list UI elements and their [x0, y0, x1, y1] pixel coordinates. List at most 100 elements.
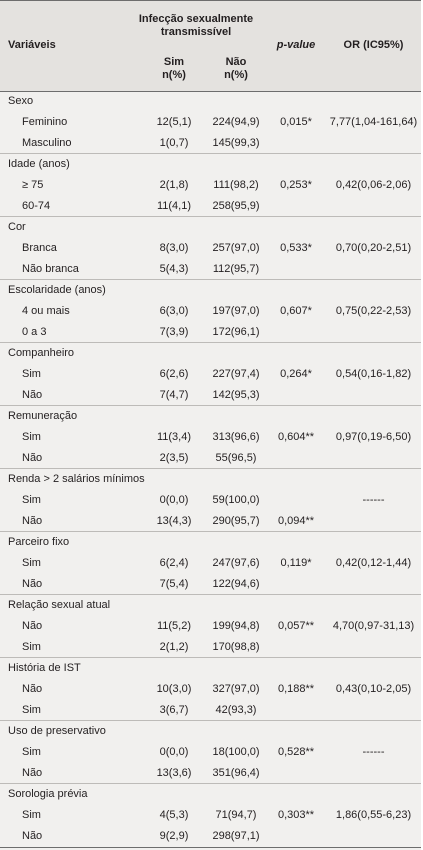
cell-or: 0,75(0,22-2,53)	[335, 305, 412, 317]
group-separator	[0, 279, 421, 280]
cell-nao: 145(99,3)	[212, 137, 260, 149]
row-label: Sim	[22, 641, 41, 653]
group-separator	[0, 342, 421, 343]
header-variables: Variáveis	[8, 39, 56, 51]
cell-nao: 18(100,0)	[212, 746, 260, 758]
cell-sim: 13(4,3)	[156, 515, 192, 527]
cell-pvalue: 0,015*	[280, 116, 312, 128]
cell-sim: 7(3,9)	[159, 326, 189, 338]
cell-or: 0,54(0,16-1,82)	[335, 368, 412, 380]
cell-pvalue: 0,188**	[277, 683, 315, 695]
cell-nao: 224(94,9)	[212, 116, 260, 128]
group-title-row: Companheiro	[0, 343, 421, 364]
table-row: Não 7(5,4) 122(94,6)	[0, 574, 421, 595]
cell-or: ------	[362, 746, 385, 758]
cell-or: 0,42(0,12-1,44)	[335, 557, 412, 569]
cell-or: 1,86(0,55-6,23)	[335, 809, 412, 821]
header-pvalue: p-value	[276, 39, 316, 51]
cell-pvalue: 0,533*	[280, 242, 312, 254]
table-row: Não 2(3,5) 55(96,5)	[0, 448, 421, 469]
cell-or: 4,70(0,97-31,13)	[332, 620, 415, 632]
group-title: Sorologia prévia	[8, 788, 88, 800]
cell-sim: 9(2,9)	[159, 830, 189, 842]
header-nao: Não	[225, 56, 247, 68]
group-separator	[0, 531, 421, 532]
cell-nao: 247(97,6)	[212, 557, 260, 569]
cell-nao: 327(97,0)	[212, 683, 260, 695]
cell-nao: 258(95,9)	[212, 200, 260, 212]
group-separator	[0, 657, 421, 658]
table-row: Não 11(5,2) 199(94,8) 0,057** 4,70(0,97-31,1…	[0, 616, 421, 637]
cell-nao: 59(100,0)	[212, 494, 260, 506]
cell-pvalue: 0,057**	[277, 620, 315, 632]
row-label: ≥ 75	[22, 179, 44, 191]
cell-nao: 290(95,7)	[212, 515, 260, 527]
header-or: OR (IC95%)	[343, 39, 404, 51]
group-separator	[0, 468, 421, 469]
cell-or: 0,42(0,06-2,06)	[335, 179, 412, 191]
group-separator	[0, 153, 421, 154]
cell-nao: 142(95,3)	[212, 389, 260, 401]
row-label: Não branca	[22, 263, 79, 275]
table-row: Sim 0(0,0) 59(100,0) ------	[0, 490, 421, 511]
cell-nao: 42(93,3)	[215, 704, 257, 716]
table-row: Feminino 12(5,1) 224(94,9) 0,015* 7,77(1,04-…	[0, 112, 421, 133]
row-label: Sim	[22, 704, 41, 716]
cell-pvalue: 0,253*	[280, 179, 312, 191]
table-bottom-border	[0, 847, 421, 848]
table-row: Sim 0(0,0) 18(100,0) 0,528** ------	[0, 742, 421, 763]
cell-pvalue: 0,303**	[277, 809, 315, 821]
group-title-row: Remuneração	[0, 406, 421, 427]
cell-sim: 11(3,4)	[156, 431, 192, 443]
row-label: Feminino	[22, 116, 68, 128]
cell-sim: 7(5,4)	[159, 578, 189, 590]
cell-nao: 55(96,5)	[215, 452, 257, 464]
group-separator	[0, 216, 421, 217]
table-row: Sim 11(3,4) 313(96,6) 0,604** 0,97(0,19-6,50…	[0, 427, 421, 448]
group-title-row: Relação sexual atual	[0, 595, 421, 616]
cell-sim: 6(2,4)	[159, 557, 189, 569]
group-title-row: Sexo	[0, 91, 421, 112]
group-title-row: Sorologia prévia	[0, 784, 421, 805]
cell-nao: 172(96,1)	[212, 326, 260, 338]
group-separator	[0, 594, 421, 595]
cell-or: 0,43(0,10-2,05)	[335, 683, 412, 695]
group-title: Cor	[8, 221, 26, 233]
group-title: História de IST	[8, 662, 81, 674]
group-title: Escolaridade (anos)	[8, 284, 106, 296]
cell-nao: 111(98,2)	[213, 179, 259, 191]
cell-sim: 6(3,0)	[159, 305, 189, 317]
cell-sim: 0(0,0)	[159, 746, 189, 758]
group-title-row: Cor	[0, 217, 421, 238]
group-title: Parceiro fixo	[8, 536, 70, 548]
group-title: Remuneração	[8, 410, 78, 422]
table-row: Sim 4(5,3) 71(94,7) 0,303** 1,86(0,55-6,23)	[0, 805, 421, 826]
cell-nao: 170(98,8)	[212, 641, 260, 653]
group-separator	[0, 405, 421, 406]
cell-or: 0,97(0,19-6,50)	[335, 431, 412, 443]
cell-sim: 11(5,2)	[156, 620, 192, 632]
row-label: Não	[22, 683, 43, 695]
table-row: Não 13(3,6) 351(96,4)	[0, 763, 421, 784]
table-row: Masculino 1(0,7) 145(99,3)	[0, 133, 421, 154]
row-label: Não	[22, 620, 43, 632]
cell-nao: 313(96,6)	[212, 431, 260, 443]
row-label: Não	[22, 389, 43, 401]
row-label: Sim	[22, 746, 41, 758]
row-label: 60-74	[22, 200, 51, 212]
group-title: Relação sexual atual	[8, 599, 111, 611]
group-title: Idade (anos)	[8, 158, 70, 170]
cell-nao: 227(97,4)	[212, 368, 260, 380]
group-title-row: Renda > 2 salários mínimos	[0, 469, 421, 490]
cell-sim: 2(3,5)	[159, 452, 189, 464]
row-label: Sim	[22, 809, 41, 821]
group-title-row: Parceiro fixo	[0, 532, 421, 553]
table-row: Não 13(4,3) 290(95,7) 0,094**	[0, 511, 421, 532]
group-title-row: Uso de preservativo	[0, 721, 421, 742]
cell-sim: 13(3,6)	[156, 767, 192, 779]
cell-sim: 1(0,7)	[159, 137, 189, 149]
row-label: Branca	[22, 242, 57, 254]
table-row: Não 7(4,7) 142(95,3)	[0, 385, 421, 406]
table-row: Branca 8(3,0) 257(97,0) 0,533* 0,70(0,20-2,5…	[0, 238, 421, 259]
